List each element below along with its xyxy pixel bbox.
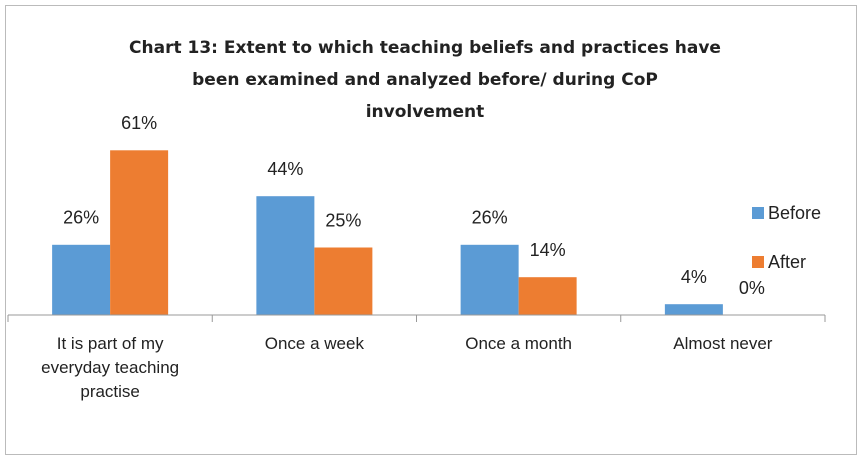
data-label: 26% (472, 208, 508, 228)
chart-title: Chart 13: Extent to which teaching belie… (129, 38, 721, 58)
bar (664, 304, 723, 315)
legend-label: After (768, 252, 806, 272)
data-label: 0% (739, 278, 765, 298)
bar (110, 150, 169, 315)
bar (256, 196, 315, 315)
x-tick-label: Almost never (673, 334, 773, 353)
x-tick-label: Once a week (264, 334, 364, 353)
x-tick-label: It is part of my everyday teaching pract… (41, 334, 180, 401)
legend-label: Before (768, 203, 821, 223)
data-label: 4% (681, 267, 707, 287)
bar (518, 277, 577, 315)
data-label: 44% (267, 159, 303, 179)
data-label: 61% (121, 113, 157, 133)
x-tick-label: Once a month (465, 334, 573, 353)
data-label: 14% (530, 240, 566, 260)
data-label: 26% (63, 208, 99, 228)
bar (314, 247, 373, 315)
bar (460, 244, 519, 315)
data-label: 25% (325, 210, 361, 230)
chart-title: involvement (366, 102, 485, 122)
legend-swatch (752, 207, 764, 219)
legend-swatch (752, 256, 764, 268)
chart-title: been examined and analyzed before/ durin… (192, 70, 658, 90)
bar (52, 244, 111, 315)
